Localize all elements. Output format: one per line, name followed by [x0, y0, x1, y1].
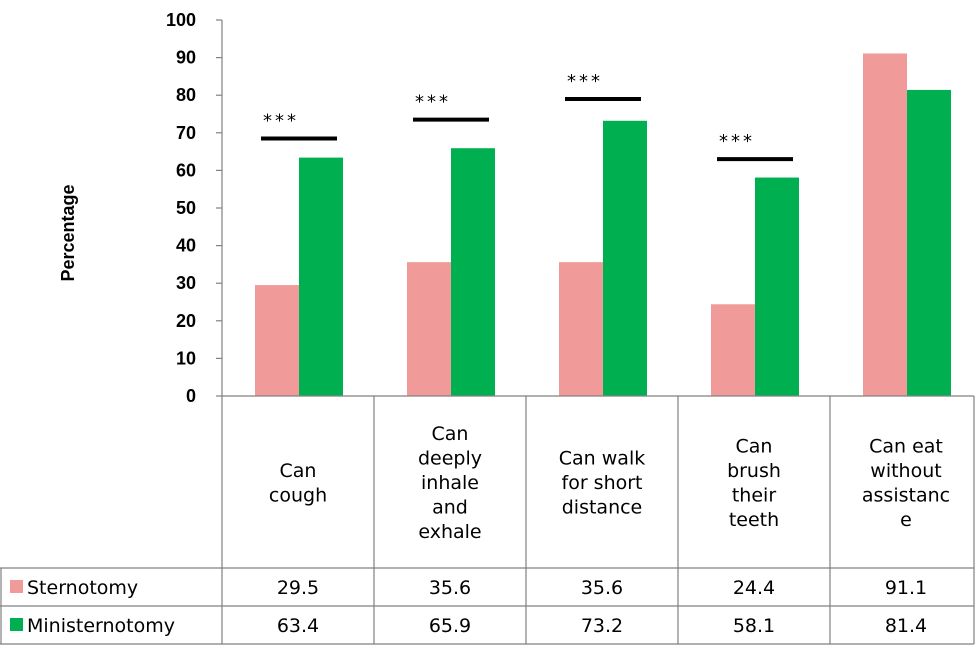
category-label: e	[900, 509, 912, 531]
bar-sternotomy-4	[863, 53, 907, 397]
y-tick-label: 100	[166, 10, 196, 30]
category-label: Can eat	[869, 435, 943, 457]
y-tick-label: 20	[176, 311, 196, 331]
category-label: exhale	[418, 521, 481, 543]
bar-ministernotomy-4	[907, 89, 951, 396]
data-label-ministernotomy-3: 58.1	[733, 615, 775, 637]
data-label-sternotomy-1: 35.6	[429, 577, 471, 599]
bar-sternotomy-0	[255, 285, 299, 396]
category-label: Can	[736, 435, 773, 457]
significance-label: ***	[415, 92, 451, 113]
bar-sternotomy-3	[711, 304, 755, 396]
data-label-sternotomy-3: 24.4	[733, 577, 775, 599]
y-tick-label: 90	[176, 48, 196, 68]
category-label: without	[870, 460, 941, 482]
significance-label: ***	[567, 71, 603, 92]
y-tick-label: 0	[186, 386, 196, 406]
significance-label: ***	[719, 131, 755, 152]
category-label: Can walk	[559, 448, 645, 470]
y-tick-label: 80	[176, 85, 196, 105]
category-label: inhale	[421, 472, 479, 494]
bar-ministernotomy-2	[603, 120, 647, 396]
category-label: for short	[562, 472, 643, 494]
data-label-sternotomy-2: 35.6	[581, 577, 623, 599]
data-label-ministernotomy-0: 63.4	[277, 615, 319, 637]
bar-ministernotomy-0	[299, 157, 343, 396]
category-label: teeth	[729, 509, 779, 531]
significance-markers: *** *** *** ***	[261, 71, 793, 162]
bar-sternotomy-2	[559, 262, 603, 396]
significance-label: ***	[263, 110, 299, 131]
bar-sternotomy-1	[407, 262, 451, 396]
y-axis-title: Percentage	[58, 184, 78, 281]
category-label: cough	[269, 484, 327, 506]
data-label-ministernotomy-1: 65.9	[429, 615, 471, 637]
legend-swatch-sternotomy	[10, 580, 23, 593]
y-tick-label: 60	[176, 160, 196, 180]
bar-ministernotomy-3	[755, 177, 799, 396]
data-label-sternotomy-4: 91.1	[885, 577, 927, 599]
bar-ministernotomy-1	[451, 148, 495, 396]
data-label-ministernotomy-4: 81.4	[885, 615, 927, 637]
category-label: Can	[280, 460, 317, 482]
y-axis: 0 10 20 30 40 50 60 70 80 90 100 Percentage	[58, 10, 223, 406]
category-label: and	[432, 497, 468, 519]
y-tick-label: 40	[176, 236, 196, 256]
category-label: deeply	[418, 448, 482, 470]
y-tick-label: 30	[176, 273, 196, 293]
data-label-ministernotomy-2: 73.2	[581, 615, 623, 637]
data-label-sternotomy-0: 29.5	[277, 577, 319, 599]
bars	[255, 53, 951, 397]
legend-label-sternotomy: Sternotomy	[27, 577, 138, 599]
y-tick-label: 70	[176, 123, 196, 143]
category-label: assistanc	[862, 484, 950, 506]
category-label: their	[732, 484, 776, 506]
y-tick-label: 50	[176, 198, 196, 218]
category-label: distance	[562, 497, 643, 519]
category-label: brush	[727, 460, 781, 482]
category-label: Can	[432, 423, 469, 445]
legend-label-ministernotomy: Ministernotomy	[27, 615, 175, 637]
y-tick-label: 10	[176, 348, 196, 368]
legend-swatch-ministernotomy	[10, 618, 23, 631]
